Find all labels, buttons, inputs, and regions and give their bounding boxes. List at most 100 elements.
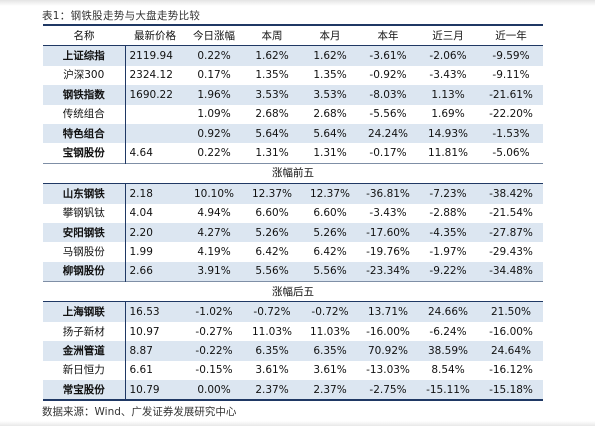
this-month-cell: 11.03%: [309, 325, 351, 338]
this-month-cell: 2.68%: [313, 108, 347, 121]
last-year-cell: -5.06%: [492, 147, 530, 160]
today-change-cell: 0.92%: [185, 123, 243, 144]
latest-price-cell: 4.04: [129, 207, 153, 220]
this-week-cell: 1.35%: [255, 69, 289, 82]
stock-name-cell: 安阳钢铁: [43, 222, 126, 243]
this-month-cell: 1.62%: [301, 45, 359, 66]
latest-price-cell: 2.20: [125, 222, 185, 243]
last-year-cell: -21.61%: [479, 85, 543, 105]
stock-comparison-table: 名称 最新价格 今日涨幅 本周 本月 本年 近三月 近一年 上证综指 2119.9…: [43, 24, 543, 402]
stock-name-cell: 传统组合: [43, 104, 126, 124]
latest-price-cell: 2.18: [125, 183, 185, 204]
this-year-cell: -19.76%: [366, 245, 410, 258]
this-year-cell: -2.75%: [359, 380, 417, 401]
header-name: 名称: [43, 25, 125, 47]
last-three-months-cell: -9.22%: [417, 261, 479, 282]
last-year-cell: -34.48%: [479, 261, 543, 282]
this-year-cell: -3.43%: [369, 207, 407, 220]
this-week-cell: 2.68%: [255, 108, 289, 121]
today-change-cell: -0.22%: [185, 341, 243, 361]
last-three-months-cell: 38.59%: [417, 341, 479, 361]
section-header-row: 涨幅前五: [43, 162, 543, 185]
today-change-cell: 1.09%: [197, 108, 231, 121]
table-row: 扬子新材 10.97 -0.27% 11.03% 11.03% -16.00% -6.24%…: [43, 321, 543, 342]
table-row: 山东钢铁 2.18 10.10% 12.37% 12.37% -36.81% -7.23% -…: [43, 183, 543, 204]
header-this-week: 本周: [243, 25, 301, 47]
last-year-cell: -9.11%: [492, 69, 530, 82]
last-year-cell: -15.18%: [479, 380, 543, 401]
last-year-cell: -16.00%: [489, 325, 533, 338]
table-caption: 表1：钢铁股走势与大盘走势比较: [42, 10, 201, 22]
stock-name-cell: 山东钢铁: [43, 183, 126, 204]
latest-price-cell: [125, 105, 185, 124]
this-week-cell: 3.61%: [255, 364, 289, 377]
today-change-cell: -1.02%: [185, 301, 243, 322]
last-year-cell: 24.64%: [479, 341, 543, 361]
table-row: 柳钢股份 2.66 3.91% 5.56% 5.56% -23.34% -9.22% -34.…: [43, 261, 543, 282]
this-year-cell: -0.92%: [369, 69, 407, 82]
this-year-cell: -13.03%: [366, 364, 410, 377]
last-year-cell: -38.42%: [479, 183, 543, 204]
today-change-cell: 4.19%: [197, 245, 231, 258]
stock-name-cell: 宝钢股份: [43, 143, 126, 164]
today-change-cell: 0.00%: [185, 380, 243, 401]
table-row: 马钢股份 1.99 4.19% 6.42% 6.42% -19.76% -1.97% -29.…: [43, 242, 543, 262]
last-year-cell: -22.20%: [489, 108, 533, 121]
last-three-months-cell: 8.54%: [431, 364, 465, 377]
last-three-months-cell: 11.81%: [427, 147, 469, 160]
this-year-cell: -5.56%: [369, 108, 407, 121]
this-week-cell: 5.56%: [243, 261, 301, 282]
data-source-note: 数据来源：Wind、广发证券发展研究中心: [42, 406, 237, 418]
latest-price-cell: 6.61: [129, 364, 153, 377]
this-month-cell: 6.42%: [313, 245, 347, 258]
page-top-edge: [0, 0, 595, 6]
today-change-cell: 4.27%: [185, 222, 243, 243]
table-row: 常宝股份 10.79 0.00% 2.37% 2.37% -2.75% -15.11% -15…: [43, 380, 543, 401]
section-title: 涨幅后五: [43, 281, 543, 303]
stock-name-cell: 常宝股份: [43, 380, 126, 401]
last-year-cell: -27.87%: [479, 222, 543, 243]
today-change-cell: 0.22%: [185, 45, 243, 66]
this-month-cell: -0.72%: [301, 301, 359, 322]
today-change-cell: 10.10%: [185, 183, 243, 204]
this-year-cell: -0.17%: [369, 147, 407, 160]
this-month-cell: 6.35%: [301, 341, 359, 361]
this-week-cell: 6.60%: [255, 207, 289, 220]
this-week-cell: -0.72%: [243, 301, 301, 322]
stock-name-cell: 金洲管道: [43, 341, 126, 361]
today-change-cell: -0.27%: [195, 325, 233, 338]
last-three-months-cell: -1.97%: [429, 245, 467, 258]
today-change-cell: 0.22%: [197, 147, 231, 160]
this-week-cell: 1.31%: [255, 147, 289, 160]
last-three-months-cell: -2.06%: [417, 45, 479, 66]
this-year-cell: -8.03%: [359, 85, 417, 105]
stock-name-cell: 沪深300: [43, 65, 126, 86]
stock-name-cell: 马钢股份: [43, 242, 126, 262]
header-latest-price: 最新价格: [125, 25, 185, 47]
last-three-months-cell: 1.13%: [417, 85, 479, 105]
last-three-months-cell: 24.66%: [417, 301, 479, 322]
table-row: 安阳钢铁 2.20 4.27% 5.26% 5.26% -17.60% -4.35% -27.…: [43, 222, 543, 243]
today-change-cell: 1.96%: [185, 85, 243, 105]
header-this-month: 本月: [301, 25, 359, 47]
this-year-cell: -17.60%: [359, 222, 417, 243]
stock-name-cell: 柳钢股份: [43, 261, 126, 282]
header-today-change: 今日涨幅: [185, 25, 243, 47]
table-row: 沪深300 2324.12 0.17% 1.35% 1.35% -0.92% -3.43% -…: [43, 65, 543, 86]
latest-price-cell: 4.64: [129, 147, 153, 160]
last-three-months-cell: -7.23%: [417, 183, 479, 204]
this-month-cell: 1.35%: [313, 69, 347, 82]
this-month-cell: 3.61%: [313, 364, 347, 377]
this-week-cell: 5.26%: [243, 222, 301, 243]
latest-price-cell: 10.97: [129, 325, 160, 338]
this-week-cell: 6.35%: [243, 341, 301, 361]
table-row: 钢铁指数 1690.22 1.96% 3.53% 3.53% -8.03% 1.13% -21…: [43, 85, 543, 105]
today-change-cell: -0.15%: [195, 364, 233, 377]
this-year-cell: 24.24%: [359, 123, 417, 144]
table-row: 传统组合 1.09% 2.68% 2.68% -5.56% 1.69% -22.20%: [43, 104, 543, 124]
last-three-months-cell: 14.93%: [417, 123, 479, 144]
this-month-cell: 6.60%: [313, 207, 347, 220]
table-body: 上证综指 2119.94 0.22% 1.62% 1.62% -3.61% -2.06% -9…: [43, 45, 543, 401]
table-row: 新日恒力 6.61 -0.15% 3.61% 3.61% -13.03% 8.54% -16.…: [43, 360, 543, 381]
latest-price-cell: 2119.94: [125, 45, 185, 66]
